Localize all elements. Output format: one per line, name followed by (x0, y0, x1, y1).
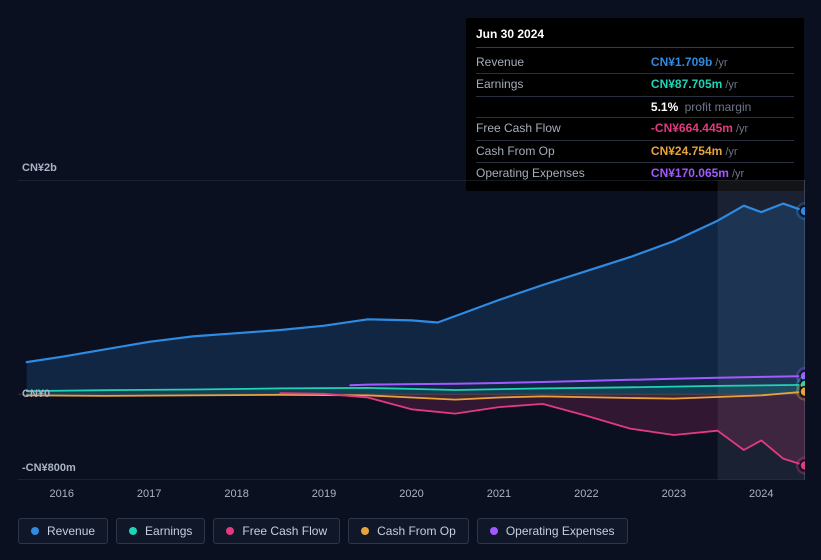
tooltip-row-label: Revenue (476, 52, 651, 74)
tooltip-row-earnings-extra: 5.1% profit margin (476, 96, 794, 118)
legend-item-cfo[interactable]: Cash From Op (348, 518, 469, 544)
data-tooltip: Jun 30 2024 RevenueCN¥1.709b/yrEarningsC… (466, 18, 804, 191)
legend-dot-icon (490, 527, 498, 535)
tooltip-row-value: CN¥24.754m/yr (651, 140, 794, 162)
tooltip-row-label: Cash From Op (476, 140, 651, 162)
x-tick-label: 2020 (399, 488, 423, 500)
y-tick-label: -CN¥800m (22, 462, 76, 474)
chart-root: Jun 30 2024 RevenueCN¥1.709b/yrEarningsC… (0, 0, 821, 560)
tooltip-row-value: -CN¥664.445m/yr (651, 118, 794, 140)
x-tick-label: 2019 (312, 488, 336, 500)
tooltip-row-label: Earnings (476, 74, 651, 96)
chart-plot-area[interactable] (18, 180, 805, 480)
x-tick-label: 2023 (662, 488, 686, 500)
legend-dot-icon (226, 527, 234, 535)
x-tick-label: 2016 (49, 488, 73, 500)
legend-item-label: Cash From Op (377, 524, 456, 538)
tooltip-row-revenue: RevenueCN¥1.709b/yr (476, 52, 794, 74)
legend: Revenue Earnings Free Cash Flow Cash From O… (18, 518, 628, 544)
legend-item-label: Earnings (145, 524, 192, 538)
legend-dot-icon (361, 527, 369, 535)
y-tick-label: CN¥2b (22, 162, 57, 174)
x-tick-label: 2021 (487, 488, 511, 500)
tooltip-table: RevenueCN¥1.709b/yrEarningsCN¥87.705m/yr… (476, 52, 794, 185)
tooltip-date: Jun 30 2024 (476, 26, 794, 48)
tooltip-row-fcf: Free Cash Flow-CN¥664.445m/yr (476, 118, 794, 140)
legend-item-revenue[interactable]: Revenue (18, 518, 108, 544)
legend-item-opex[interactable]: Operating Expenses (477, 518, 628, 544)
legend-item-fcf[interactable]: Free Cash Flow (213, 518, 340, 544)
x-tick-label: 2022 (574, 488, 598, 500)
tooltip-row-value: CN¥87.705m/yr (651, 74, 794, 96)
tooltip-row-cfo: Cash From OpCN¥24.754m/yr (476, 140, 794, 162)
x-tick-label: 2017 (137, 488, 161, 500)
legend-dot-icon (129, 527, 137, 535)
legend-item-label: Operating Expenses (506, 524, 615, 538)
x-tick-label: 2024 (749, 488, 773, 500)
legend-item-label: Revenue (47, 524, 95, 538)
legend-item-label: Free Cash Flow (242, 524, 327, 538)
tooltip-row-earnings: EarningsCN¥87.705m/yr (476, 74, 794, 96)
chart-svg (18, 180, 805, 480)
tooltip-row-label: Free Cash Flow (476, 118, 651, 140)
tooltip-row-value: CN¥1.709b/yr (651, 52, 794, 74)
y-tick-label: CN¥0 (22, 388, 50, 400)
legend-dot-icon (31, 527, 39, 535)
x-tick-label: 2018 (224, 488, 248, 500)
legend-item-earnings[interactable]: Earnings (116, 518, 205, 544)
